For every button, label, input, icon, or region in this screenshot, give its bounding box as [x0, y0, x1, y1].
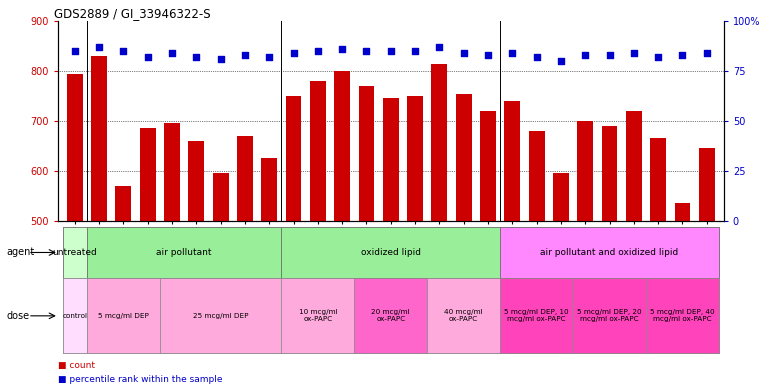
- Bar: [626, 111, 641, 384]
- Point: [312, 48, 324, 54]
- Bar: [553, 174, 569, 384]
- Bar: [91, 56, 107, 384]
- Bar: [651, 139, 666, 384]
- Bar: [164, 124, 180, 384]
- Bar: [334, 71, 350, 384]
- Point: [385, 48, 397, 54]
- Text: 40 mcg/ml
ox-PAPC: 40 mcg/ml ox-PAPC: [444, 310, 483, 322]
- Point: [482, 52, 494, 58]
- Bar: [67, 74, 82, 384]
- Bar: [116, 186, 131, 384]
- Point: [676, 52, 688, 58]
- Point: [701, 50, 713, 56]
- Bar: [431, 64, 447, 384]
- Bar: [675, 204, 691, 384]
- Text: 5 mcg/ml DEP, 40
mcg/ml ox-PAPC: 5 mcg/ml DEP, 40 mcg/ml ox-PAPC: [650, 310, 715, 322]
- Text: 5 mcg/ml DEP: 5 mcg/ml DEP: [98, 313, 149, 319]
- Bar: [286, 96, 301, 384]
- Bar: [359, 86, 374, 384]
- Point: [263, 54, 276, 60]
- Point: [434, 44, 446, 50]
- Text: ■ percentile rank within the sample: ■ percentile rank within the sample: [58, 374, 223, 384]
- Bar: [383, 99, 399, 384]
- Bar: [601, 126, 618, 384]
- Point: [652, 54, 665, 60]
- Point: [142, 54, 154, 60]
- Point: [117, 48, 129, 54]
- Bar: [529, 131, 544, 384]
- Bar: [578, 121, 593, 384]
- Point: [239, 52, 251, 58]
- Text: dose: dose: [6, 311, 29, 321]
- Text: control: control: [62, 313, 87, 319]
- Point: [336, 46, 348, 52]
- Point: [93, 44, 105, 50]
- Point: [457, 50, 470, 56]
- Bar: [213, 174, 229, 384]
- Point: [409, 48, 421, 54]
- Point: [166, 50, 178, 56]
- Bar: [237, 136, 253, 384]
- Point: [215, 56, 227, 62]
- Point: [628, 50, 640, 56]
- Text: 5 mcg/ml DEP, 20
mcg/ml ox-PAPC: 5 mcg/ml DEP, 20 mcg/ml ox-PAPC: [578, 310, 642, 322]
- Text: oxidized lipid: oxidized lipid: [361, 248, 420, 257]
- Point: [69, 48, 81, 54]
- Point: [579, 52, 591, 58]
- Text: 10 mcg/ml
ox-PAPC: 10 mcg/ml ox-PAPC: [299, 310, 337, 322]
- Point: [287, 50, 300, 56]
- Bar: [140, 129, 156, 384]
- Text: agent: agent: [6, 247, 35, 258]
- Bar: [456, 94, 471, 384]
- Bar: [504, 101, 521, 384]
- Bar: [310, 81, 326, 384]
- Point: [360, 48, 373, 54]
- Bar: [189, 141, 204, 384]
- Point: [190, 54, 203, 60]
- Text: 5 mcg/ml DEP, 10
mcg/ml ox-PAPC: 5 mcg/ml DEP, 10 mcg/ml ox-PAPC: [504, 310, 569, 322]
- Text: ■ count: ■ count: [58, 361, 95, 370]
- Bar: [480, 111, 496, 384]
- Point: [604, 52, 616, 58]
- Bar: [407, 96, 423, 384]
- Text: GDS2889 / GI_33946322-S: GDS2889 / GI_33946322-S: [55, 7, 211, 20]
- Text: 20 mcg/ml
ox-PAPC: 20 mcg/ml ox-PAPC: [371, 310, 410, 322]
- Bar: [699, 149, 715, 384]
- Point: [506, 50, 518, 56]
- Text: 25 mcg/ml DEP: 25 mcg/ml DEP: [192, 313, 249, 319]
- Bar: [261, 159, 277, 384]
- Text: air pollutant and oxidized lipid: air pollutant and oxidized lipid: [541, 248, 678, 257]
- Point: [531, 54, 543, 60]
- Text: untreated: untreated: [52, 248, 97, 257]
- Text: air pollutant: air pollutant: [156, 248, 212, 257]
- Point: [554, 58, 567, 64]
